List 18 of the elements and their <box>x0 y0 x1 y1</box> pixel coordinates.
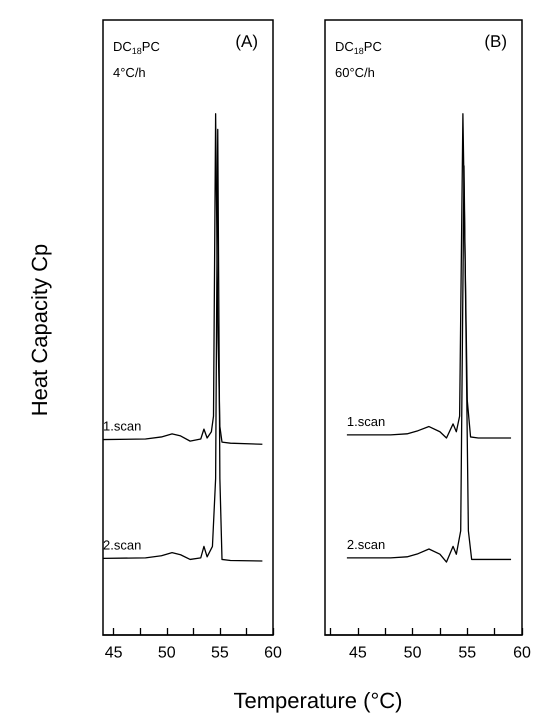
x-tick-label: 50 <box>404 644 422 662</box>
x-tick-label: 45 <box>104 644 123 662</box>
x-tick-label: 55 <box>210 644 229 662</box>
x-tick-label: 50 <box>158 644 176 662</box>
chart-title: (B) <box>484 32 508 51</box>
series-label: 2.scan <box>103 537 142 552</box>
series-label: 2.scan <box>346 536 386 552</box>
text: 4°C/h <box>113 65 146 80</box>
series-label: 1.scan <box>103 418 142 434</box>
x-tick-label: 55 <box>458 644 476 662</box>
text: 60°C/h <box>335 65 375 80</box>
x-axis-title: Temperature (°C) <box>234 688 402 714</box>
x-tick-label: 60 <box>513 644 531 662</box>
x-tick-label: 45 <box>348 644 367 662</box>
y-axis-title: Heat Capacity Cp <box>27 244 54 416</box>
chart-title: (A) <box>235 32 258 51</box>
series-label: 1.scan <box>346 414 386 429</box>
x-tick-label: 60 <box>264 644 282 662</box>
